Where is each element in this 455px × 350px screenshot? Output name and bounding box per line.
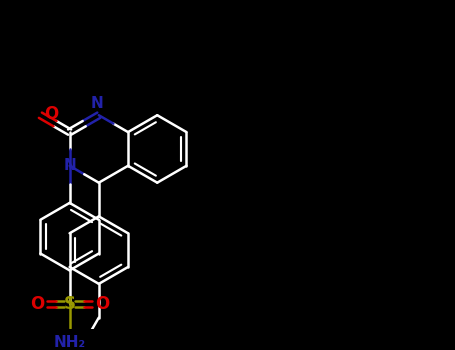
Text: O: O [44, 105, 58, 123]
Text: N: N [64, 158, 76, 173]
Text: S: S [64, 295, 76, 313]
Text: O: O [30, 295, 44, 313]
Text: N: N [91, 96, 103, 111]
Text: O: O [95, 295, 109, 313]
Text: NH₂: NH₂ [54, 335, 86, 350]
